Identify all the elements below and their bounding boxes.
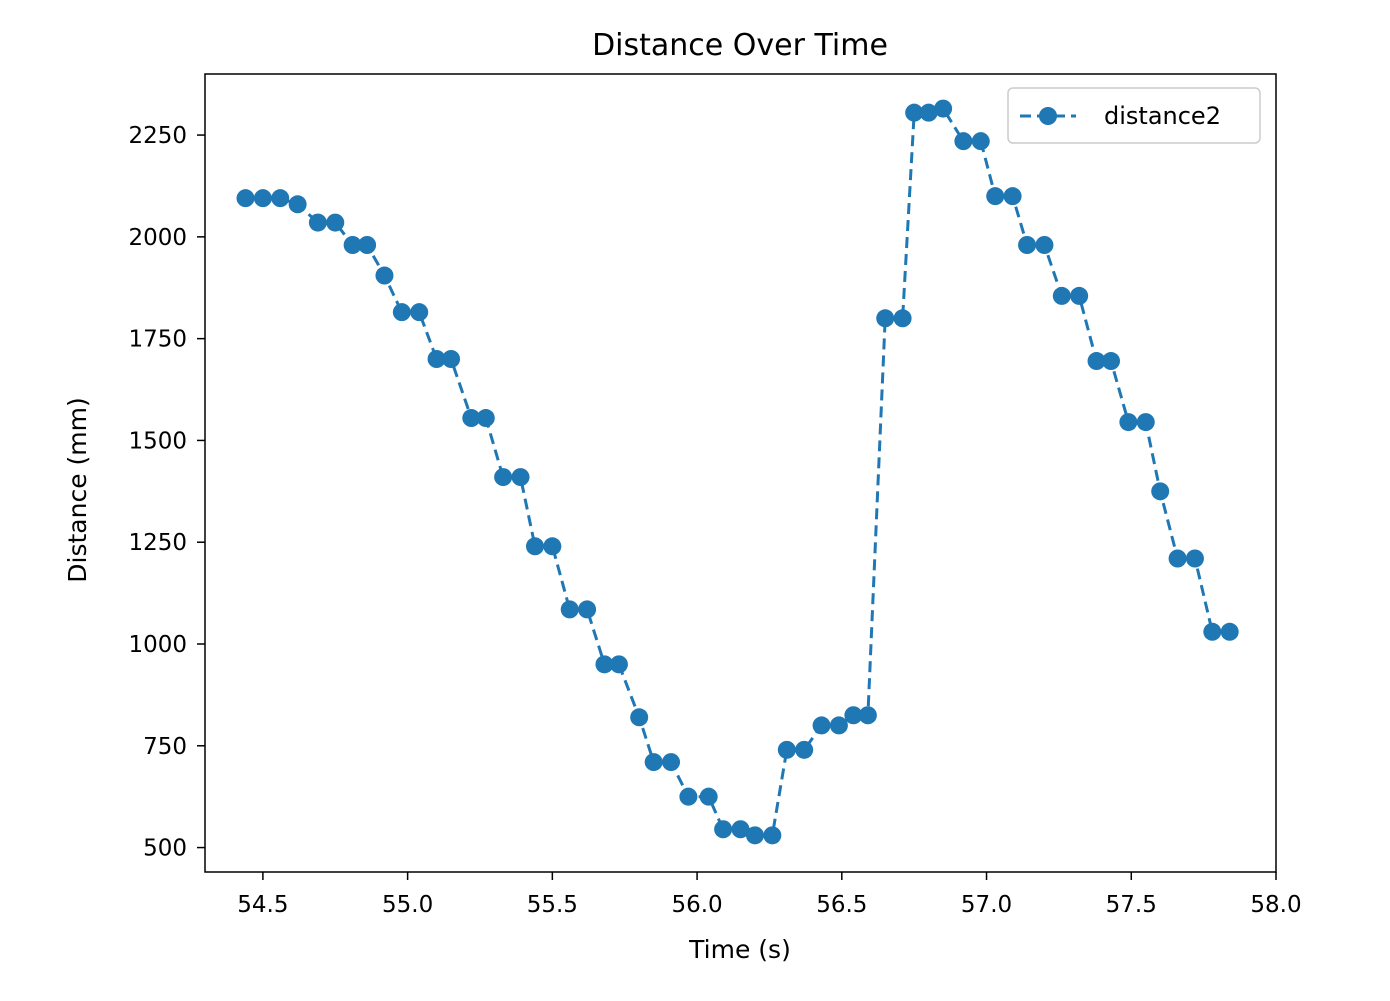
x-tick-label: 57.0 xyxy=(961,892,1012,918)
y-tick-label: 750 xyxy=(143,734,187,760)
data-point xyxy=(1052,286,1071,305)
data-point xyxy=(893,309,912,328)
data-point xyxy=(308,213,327,232)
data-point xyxy=(1035,236,1054,254)
x-tick-label: 55.0 xyxy=(382,892,433,918)
data-point xyxy=(662,753,681,772)
data-point xyxy=(858,706,877,725)
data-point xyxy=(288,195,307,214)
data-point xyxy=(326,213,345,232)
data-point xyxy=(971,132,990,151)
data-point xyxy=(543,537,562,556)
x-axis-ticks: 54.5 55.0 55.5 56.0 56.5 57.0 57.5 58.0 xyxy=(237,872,1302,918)
data-point xyxy=(271,189,290,208)
y-tick-label: 1750 xyxy=(128,327,187,353)
data-point xyxy=(462,409,481,428)
axes-frame xyxy=(204,73,1277,873)
data-point xyxy=(731,820,750,839)
data-point xyxy=(1151,482,1170,501)
legend-label: distance2 xyxy=(1104,102,1221,130)
data-point xyxy=(442,350,461,368)
x-tick-label: 56.5 xyxy=(816,892,867,918)
data-point xyxy=(1018,236,1037,254)
data-point xyxy=(236,189,255,208)
y-tick-label: 1500 xyxy=(128,428,187,454)
data-point xyxy=(1119,413,1138,432)
data-point xyxy=(777,740,796,759)
data-point xyxy=(253,189,272,208)
data-point xyxy=(1203,622,1222,641)
y-tick-label: 500 xyxy=(143,836,187,862)
legend-box xyxy=(1007,87,1261,144)
data-point xyxy=(358,236,377,254)
data-point xyxy=(595,655,614,674)
y-tick-label: 2250 xyxy=(128,123,187,149)
series-layer xyxy=(236,99,1239,845)
legend-marker xyxy=(1039,107,1057,125)
data-point xyxy=(876,309,895,328)
data-point xyxy=(905,103,924,122)
data-point xyxy=(578,600,597,619)
y-tick-label: 1250 xyxy=(128,530,187,556)
data-point xyxy=(745,826,764,845)
data-point xyxy=(1220,622,1239,641)
data-point xyxy=(375,266,394,285)
data-point xyxy=(410,303,429,322)
data-point xyxy=(919,103,938,122)
data-point xyxy=(844,706,863,725)
data-point xyxy=(427,350,446,368)
data-point xyxy=(763,826,782,845)
data-point xyxy=(714,820,733,839)
data-point xyxy=(699,787,718,806)
x-tick-label: 54.5 xyxy=(237,892,288,918)
data-point xyxy=(795,740,814,759)
x-tick-label: 56.0 xyxy=(671,892,722,918)
legend: distance2 xyxy=(1007,87,1261,144)
y-axis-label: Distance (mm) xyxy=(63,397,92,582)
data-point xyxy=(511,468,530,487)
data-point xyxy=(644,753,663,772)
y-axis-ticks: 500 750 1000 1250 1500 1750 2000 2250 xyxy=(128,123,205,862)
data-point xyxy=(1070,286,1089,305)
data-point xyxy=(494,468,513,487)
data-point xyxy=(343,236,362,254)
data-point xyxy=(630,708,649,727)
y-tick-label: 2000 xyxy=(128,225,187,251)
x-tick-label: 57.5 xyxy=(1106,892,1157,918)
data-point xyxy=(525,537,544,556)
data-point xyxy=(934,99,953,118)
data-point xyxy=(954,132,973,151)
data-point xyxy=(812,716,831,735)
data-point xyxy=(1185,549,1204,568)
data-point xyxy=(609,655,628,674)
data-point xyxy=(1136,413,1155,432)
x-axis-label: Time (s) xyxy=(688,935,791,964)
data-point xyxy=(1102,352,1121,371)
data-point xyxy=(476,409,495,428)
series-line-distance2 xyxy=(245,106,1230,837)
data-point xyxy=(1003,187,1022,206)
data-point xyxy=(560,600,579,619)
x-tick-label: 58.0 xyxy=(1250,892,1301,918)
data-point xyxy=(679,787,698,806)
data-point xyxy=(392,303,411,322)
x-tick-label: 55.5 xyxy=(527,892,578,918)
plot-area xyxy=(204,73,1277,873)
data-point xyxy=(1087,352,1106,371)
data-point xyxy=(1168,549,1187,568)
chart-title: Distance Over Time xyxy=(592,28,888,63)
data-point xyxy=(986,187,1005,206)
y-tick-label: 1000 xyxy=(128,632,187,658)
data-point xyxy=(829,716,848,735)
